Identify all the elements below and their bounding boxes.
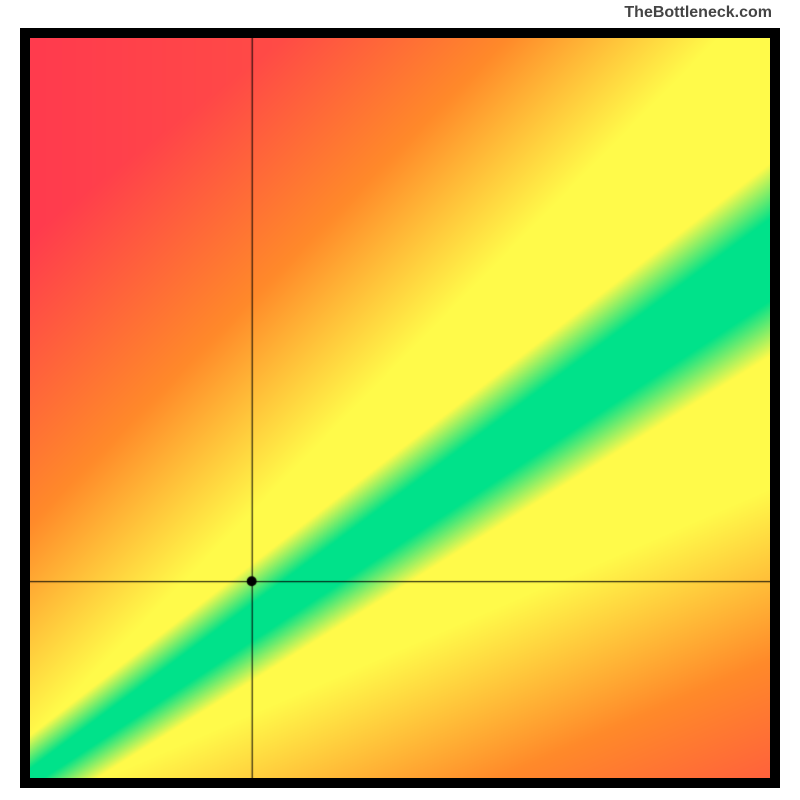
attribution-text: TheBottleneck.com xyxy=(0,0,800,28)
heatmap-canvas xyxy=(30,38,770,778)
heatmap-container xyxy=(20,28,780,788)
